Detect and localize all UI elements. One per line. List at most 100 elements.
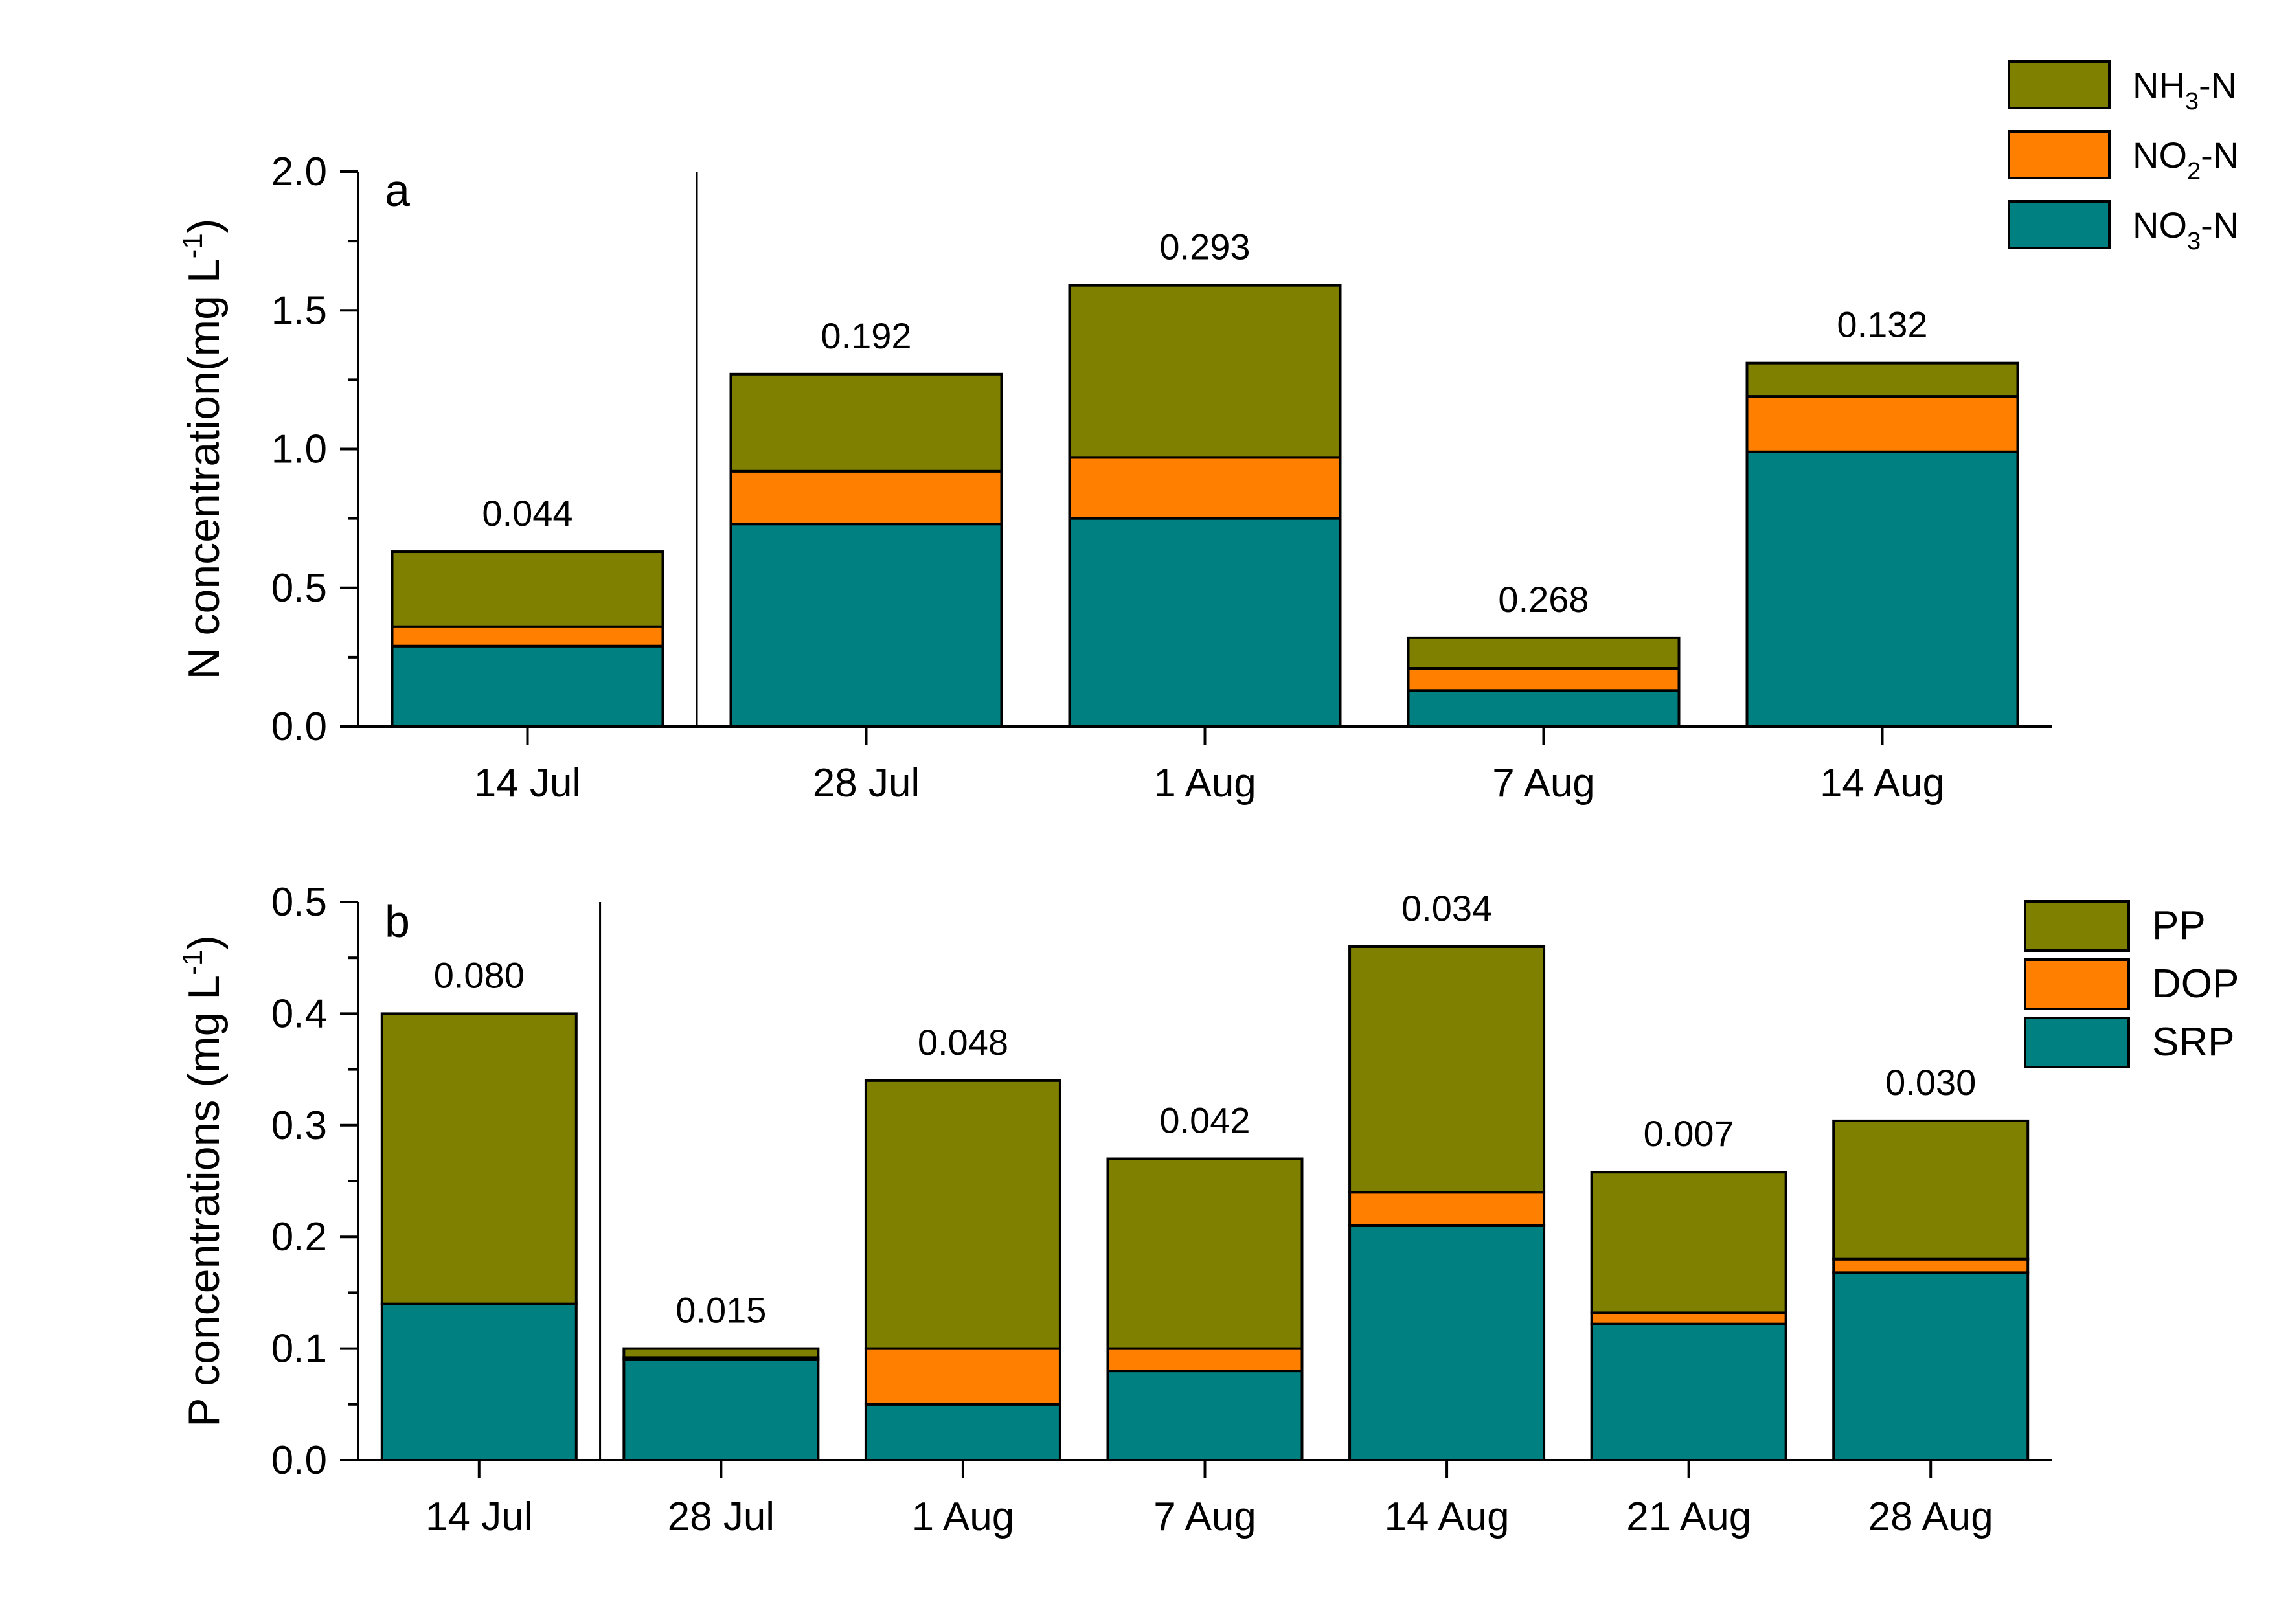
panel-a-y-tick-label: 0.0 [271,705,327,749]
panel-a-legend-label-nh3-n: NH3-N [2133,65,2237,115]
panel-a-bar-28-jul-nh3-n [729,372,1003,473]
panel-b-bar-14-aug-dop [1348,1191,1546,1227]
panel-a-y-axis-label-main: N concentration(mg L [179,258,229,679]
panel-a-bar-14-aug-no2-n [1745,395,2019,453]
panel-a-bar-7-aug-no3-n [1407,689,1681,728]
panel-b-y-tick-label: 0.3 [271,1103,327,1148]
panel-a-x-tick-label-14-aug: 14 Aug [1820,761,1945,806]
panel-b-x-tick-label-14-aug: 14 Aug [1385,1494,1510,1539]
panel-a-y-axis-label: N concentration(mg L-1) [177,219,229,680]
panel-b-p-concentrations: 0.0 0.1 0.2 0.3 0.4 0.5 P concentrations (mg L… [177,880,2239,1539]
panel-b-y-axis-label-exp: -1 [177,950,209,975]
panel-b-bar-annotation-7-aug: 0.042 [1159,1100,1250,1141]
panel-b-legend-swatch-srp [2024,1017,2130,1068]
panel-b-legend: PP DOP SRP [2024,900,2239,1068]
panel-a-legend-swatch-no2-n [2008,130,2111,179]
legend-label-main: NH [2133,65,2185,106]
panel-b-bar-annotation-28-aug: 0.030 [1885,1062,1976,1103]
panel-b-bar-annotation-21-aug: 0.007 [1644,1113,1734,1154]
panel-b-bar-annotation-14-aug: 0.034 [1401,888,1492,929]
panel-a-y-tick-label: 2.0 [271,150,327,194]
panel-b-bar-1-aug-srp [864,1403,1061,1462]
panel-b-bar-28-aug-dop [1832,1257,2030,1274]
panel-b-bar-28-aug-srp [1832,1271,2030,1462]
panel-a-n-concentration: 0.0 0.5 1.0 1.5 2.0 N concentration(mg L-1) a 0… [177,60,2239,806]
panel-b-label: b [385,896,410,947]
panel-b-bar-1-aug-pp [864,1079,1061,1350]
panel-b-bar-28-jul-pp [622,1347,820,1359]
panel-a-bar-7-aug-nh3-n [1407,636,1681,670]
panel-a-bar-1-aug-nh3-n [1068,284,1342,459]
panel-a-x-tick-label-28-jul: 28 Jul [813,761,920,806]
panel-b-y-tick-label: 0.1 [271,1327,327,1371]
panel-b-bar-14-jul-srp [380,1302,578,1462]
panel-a-bar-1-aug-no3-n [1068,517,1342,728]
panel-b-y-tick-label: 0.2 [271,1215,327,1259]
panel-a-y-tick-label: 0.5 [271,566,327,611]
panel-b-y-axis-label-main: P concentrations (mg L [179,975,229,1427]
panel-a-legend-swatch-nh3-n [2008,60,2111,109]
legend-label-main: NO [2133,205,2187,245]
panel-a-x-tick-label-14-jul: 14 Jul [474,761,581,806]
panel-b-x-tick-label-7-aug: 7 Aug [1153,1494,1256,1539]
legend-label-sub: 3 [2185,88,2199,115]
panel-b-bar-21-aug-dop [1590,1311,1787,1325]
panel-a-x-tick-label-1-aug: 1 Aug [1153,761,1256,806]
panel-a-bar-annotation-14-aug: 0.132 [1837,304,1927,345]
panel-b-y-tick-label: 0.5 [271,880,327,925]
panel-b-y-tick-label: 0.0 [271,1438,327,1483]
panel-b-x-tick-label-14-jul: 14 Jul [425,1494,532,1539]
panel-b-bar-21-aug-pp [1590,1171,1787,1314]
panel-a-label: a [385,165,410,216]
panel-a-bar-annotation-7-aug: 0.268 [1498,579,1589,620]
panel-b-x-tick-label-1-aug: 1 Aug [912,1494,1015,1539]
panel-a-legend-swatch-no3-n [2008,200,2111,249]
panel-b-legend-swatch-pp [2024,900,2130,952]
panel-b-bar-21-aug-srp [1590,1322,1787,1461]
panel-b-legend-label-dop: DOP [2152,962,2239,1006]
panel-a-bar-annotation-28-jul: 0.192 [821,315,911,356]
panel-b-y-axis-label: P concentrations (mg L-1) [177,935,229,1427]
panel-b-bar-28-jul-srp [622,1358,820,1462]
panel-b-bar-14-aug-pp [1348,945,1546,1194]
legend-label-sub: 3 [2187,228,2201,255]
panel-a-bar-14-jul-no3-n [391,644,664,728]
panel-b-legend-label-pp: PP [2152,903,2206,948]
panel-b-bar-annotation-28-jul: 0.015 [675,1290,766,1331]
panel-b-bar-7-aug-pp [1106,1157,1304,1350]
panel-b-x-tick-label-21-aug: 21 Aug [1626,1494,1751,1539]
panel-a-legend-label-no3-n: NO3-N [2133,205,2239,255]
panel-a-bar-1-aug-no2-n [1068,456,1342,520]
legend-label-main: NO [2133,135,2187,175]
legend-label-suffix: -N [2201,135,2239,175]
panel-b-y-tick-label: 0.4 [271,991,327,1036]
panel-a-legend-label-no2-n: NO2-N [2133,135,2239,185]
panel-a-bar-14-aug-no3-n [1745,450,2019,728]
panel-a-bar-14-aug-nh3-n [1745,361,2019,398]
panel-a-y-tick-label: 1.0 [271,427,327,472]
panel-b-bar-annotation-1-aug: 0.048 [918,1022,1008,1063]
panel-a-bar-annotation-1-aug: 0.293 [1159,227,1250,267]
panel-a-x-tick-label-7-aug: 7 Aug [1492,761,1595,806]
panel-a-bar-7-aug-no2-n [1407,667,1681,692]
panel-b-x-tick-label-28-aug: 28 Aug [1868,1494,1993,1539]
panel-b-bar-14-jul-pp [380,1012,578,1305]
panel-b-bar-7-aug-dop [1106,1347,1304,1373]
panel-b-bar-7-aug-srp [1106,1370,1304,1462]
panel-b-bar-annotation-14-jul: 0.080 [434,954,525,995]
panel-a-bar-annotation-14-jul: 0.044 [482,493,572,534]
panel-a-bar-28-jul-no3-n [729,523,1003,728]
panel-b-bar-28-aug-pp [1832,1119,2030,1261]
panel-a-bar-14-jul-nh3-n [391,550,664,628]
legend-label-sub: 2 [2187,158,2201,185]
panel-b-bar-1-aug-dop [864,1347,1061,1406]
panel-a-y-axis-label-close: ) [179,219,229,234]
legend-label-suffix: -N [2199,65,2237,106]
panel-b-x-tick-label-28-jul: 28 Jul [668,1494,775,1539]
panel-a-y-tick-label: 1.5 [271,288,327,333]
panel-a-y-axis-label-exp: -1 [177,233,209,258]
panel-a-bar-28-jul-no2-n [729,469,1003,526]
